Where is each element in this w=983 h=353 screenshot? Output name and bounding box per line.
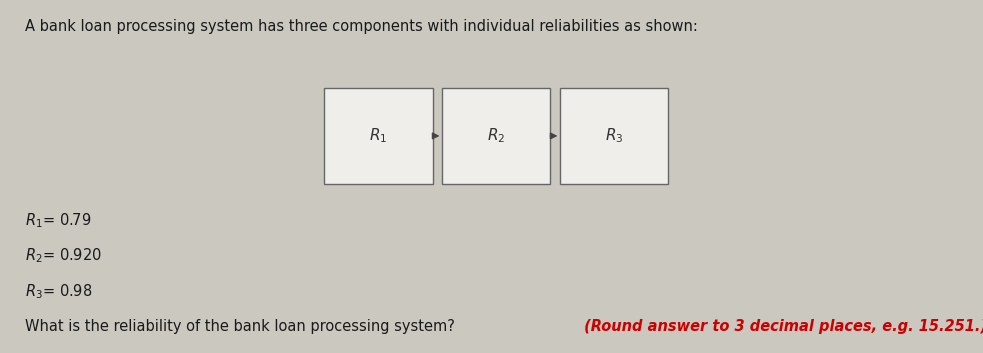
Text: $R_1$= 0.79: $R_1$= 0.79 (25, 211, 91, 230)
Text: $R_3$: $R_3$ (606, 127, 623, 145)
Bar (442, 88, 550, 184)
Text: A bank loan processing system has three components with individual reliabilities: A bank loan processing system has three … (25, 19, 698, 34)
Text: $R_2$: $R_2$ (488, 127, 505, 145)
Text: (Round answer to 3 decimal places, e.g. 15.251.): (Round answer to 3 decimal places, e.g. … (579, 319, 983, 334)
Bar (560, 88, 668, 184)
Bar (324, 88, 433, 184)
Text: $R_1$: $R_1$ (370, 127, 387, 145)
Text: What is the reliability of the bank loan processing system?: What is the reliability of the bank loan… (25, 319, 454, 334)
Text: $R_2$= 0.920: $R_2$= 0.920 (25, 247, 101, 265)
Text: $R_3$= 0.98: $R_3$= 0.98 (25, 282, 92, 300)
